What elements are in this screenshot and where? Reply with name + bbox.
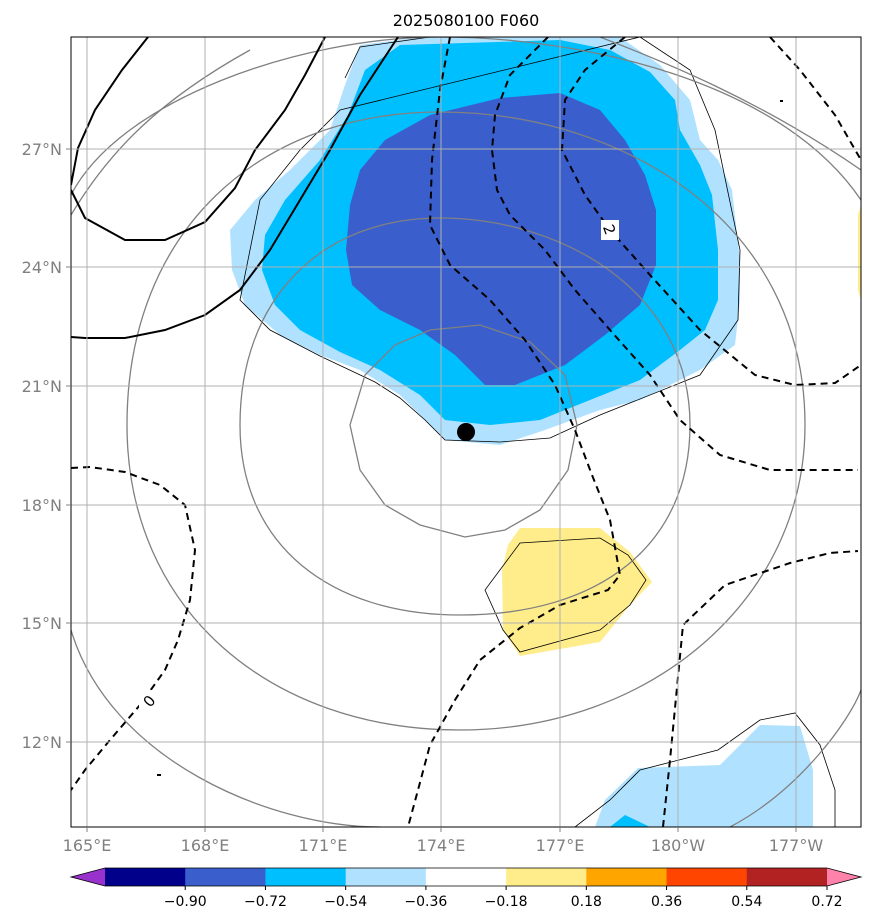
colorbar-tick-label: 0.54 [731, 894, 762, 910]
colorbar-segment [506, 868, 587, 886]
colorbar-segment [425, 868, 507, 886]
colorbar-tick-label: −0.54 [324, 894, 367, 910]
map-frame [70, 36, 862, 828]
colorbar-arrow-low [71, 868, 105, 886]
longitude-labels: 165°E 168°E 171°E 174°E 177°E 180°W 177°… [63, 836, 824, 855]
latitude-labels: 27°N 24°N 21°N 18°N 15°N 12°N [22, 140, 62, 752]
lon-label: 165°E [63, 836, 112, 855]
colorbar-segment [746, 868, 828, 886]
map-area: 0 2 [71, 37, 861, 827]
colorbar-tick-label: 0.72 [811, 894, 842, 910]
colorbar-tick-label: −0.36 [404, 894, 447, 910]
lon-label: 177°W [769, 836, 824, 855]
gray-contours [71, 37, 861, 827]
colorbar-segment [105, 868, 186, 886]
shading-royal-blue [346, 93, 656, 385]
shading-yellow [502, 528, 652, 656]
colorbar-segment [666, 868, 748, 886]
lat-label: 12°N [22, 733, 62, 752]
lon-label: 171°E [299, 836, 348, 855]
lat-label: 15°N [22, 614, 62, 633]
lon-label: 177°E [536, 836, 585, 855]
shading-light-blue-se [595, 725, 813, 827]
thin-outline-contours [239, 37, 836, 827]
colorbar-tick-label: −0.90 [164, 894, 207, 910]
colorbar-tick-label: −0.18 [485, 894, 528, 910]
shading-sky-blue-se [610, 815, 650, 827]
colorbar-tick-label: −0.72 [244, 894, 287, 910]
colorbar-tick-label: 0.36 [651, 894, 682, 910]
lat-label: 27°N [22, 140, 62, 159]
colorbar-tick-label: 0.18 [571, 894, 602, 910]
map-title: 2025080100 F060 [393, 11, 540, 30]
lon-label: 168°E [181, 836, 230, 855]
colorbar-segment [185, 868, 266, 886]
lat-label: 21°N [22, 377, 62, 396]
lat-label: 24°N [22, 258, 62, 277]
lat-label: 18°N [22, 496, 62, 515]
dashed-contours [71, 37, 861, 827]
lon-label: 174°E [417, 836, 466, 855]
storm-center-marker [457, 423, 475, 441]
solid-contours [71, 37, 399, 339]
colorbar-segment [345, 868, 427, 886]
colorbar-segment [265, 868, 347, 886]
lon-label: 180°W [651, 836, 706, 855]
colorbar: −0.90 −0.72 −0.54 −0.36 −0.18 0.18 0.36 0.54 0.7… [69, 867, 863, 910]
colorbar-segment [586, 868, 668, 886]
gridlines [71, 37, 861, 827]
colorbar-arrow-high [827, 868, 861, 886]
